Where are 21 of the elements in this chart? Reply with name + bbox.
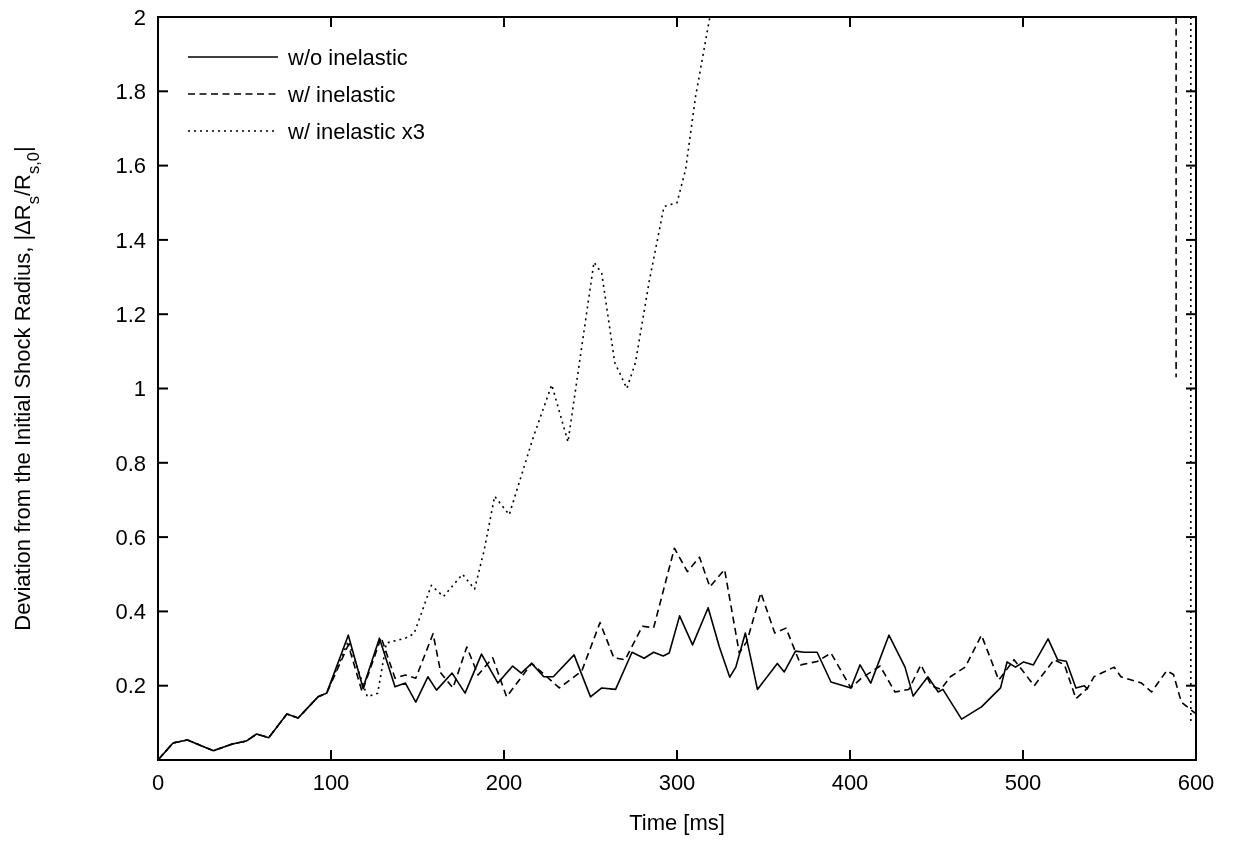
y-tick-label: 0.2 — [115, 673, 146, 699]
x-tick-label: 300 — [658, 770, 696, 795]
x-tick-label: 600 — [1177, 770, 1215, 795]
legend-label: w/ inelastic — [287, 81, 396, 107]
x-axis-title: Time [ms] — [629, 810, 725, 835]
y-tick-label: 1 — [133, 376, 146, 402]
legend-label: w/o inelastic — [287, 44, 408, 70]
legend-label: w/ inelastic x3 — [287, 118, 425, 144]
x-tick-label: 100 — [312, 770, 350, 795]
y-tick-label: 1.8 — [115, 79, 146, 104]
y-tick-label: 0.8 — [115, 450, 146, 476]
x-tick-label: 500 — [1004, 770, 1042, 795]
y-tick-label: 1.2 — [115, 301, 146, 327]
y-tick-label: 1.4 — [115, 227, 146, 253]
y-tick-label: 0.4 — [115, 599, 146, 625]
x-tick-label: 400 — [831, 770, 869, 795]
y-tick-label: 2 — [133, 4, 146, 30]
y-tick-label: 1.6 — [115, 153, 146, 179]
x-tick-label: 0 — [151, 770, 165, 795]
x-tick-label: 200 — [485, 770, 523, 795]
y-tick-label: 0.6 — [115, 524, 146, 550]
